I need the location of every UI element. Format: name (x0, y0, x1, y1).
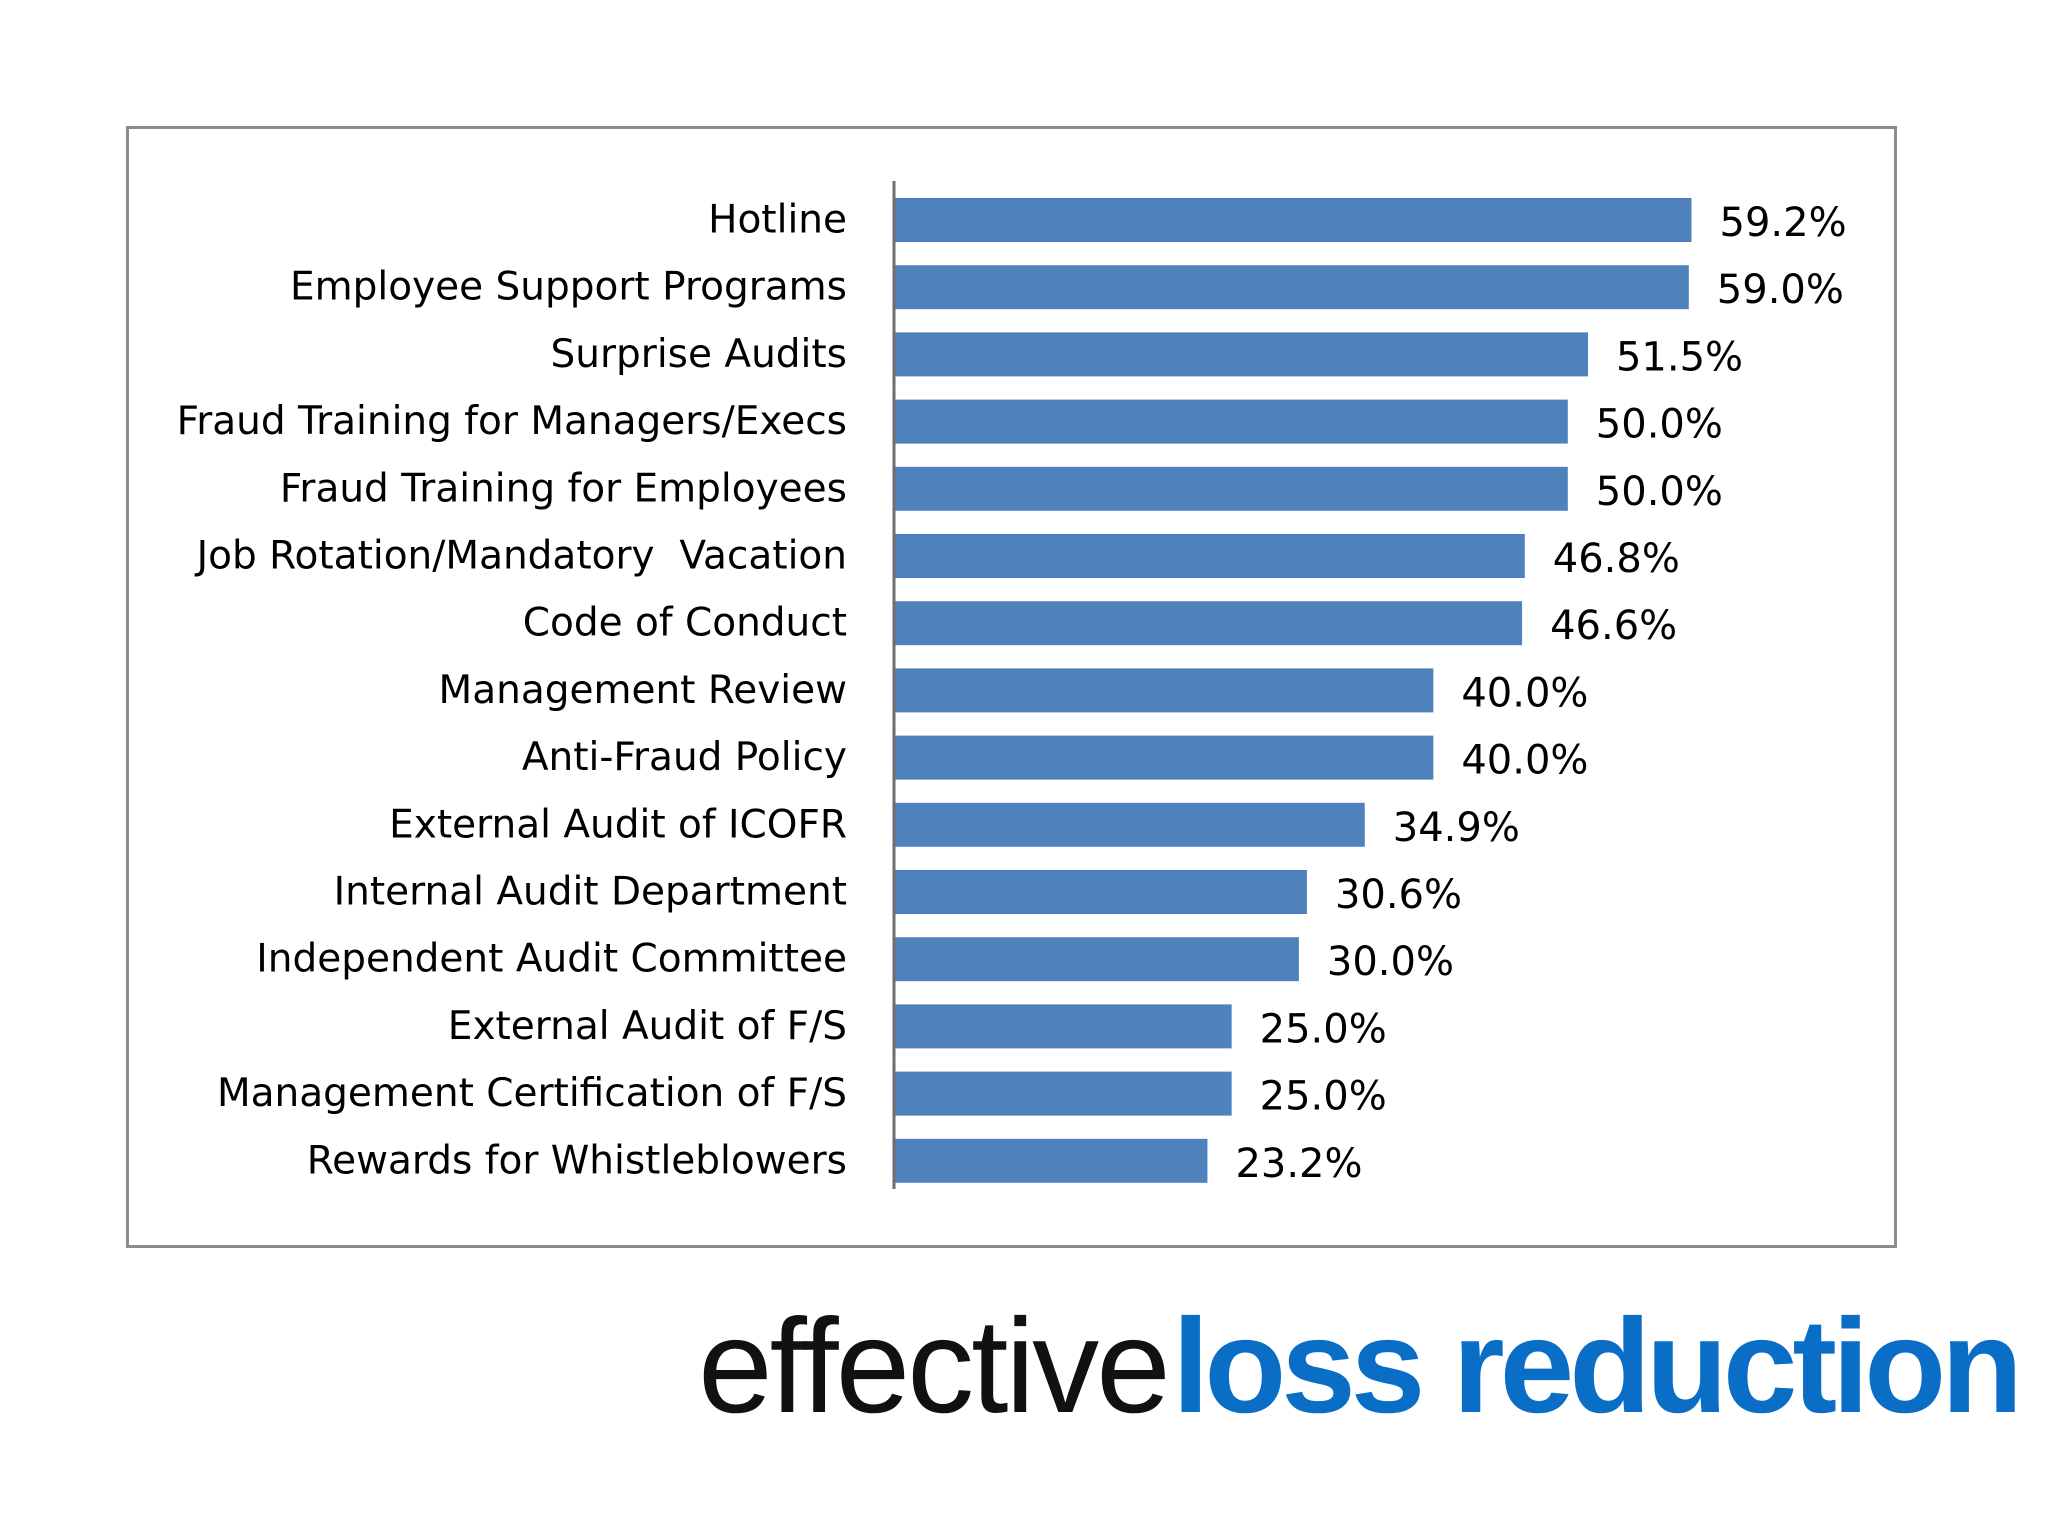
bar (895, 802, 1365, 847)
data-label: 50.0% (1596, 402, 1723, 448)
bar (895, 601, 1523, 646)
data-label: 25.0% (1260, 1074, 1387, 1120)
tagline: effective loss reduction (698, 1300, 2023, 1434)
data-label: 59.0% (1717, 267, 1844, 313)
category-label: Fraud Training for Employees (280, 466, 847, 511)
category-label: Independent Audit Committee (256, 937, 847, 982)
bar (895, 735, 1434, 780)
data-label: 23.2% (1235, 1141, 1362, 1187)
category-label: Internal Audit Department (334, 870, 847, 915)
data-label: 40.0% (1461, 738, 1588, 784)
data-label: 46.6% (1550, 603, 1677, 649)
category-label: External Audit of F/S (448, 1004, 847, 1049)
category-label: Code of Conduct (523, 601, 847, 646)
bar (895, 534, 1525, 578)
category-label: Rewards for Whistleblowers (307, 1138, 847, 1183)
tagline-accent: loss reduction (1172, 1292, 2023, 1441)
bar (895, 1138, 1208, 1183)
category-label: Employee Support Programs (290, 265, 847, 310)
bar (895, 265, 1689, 310)
category-label: Management Review (439, 668, 847, 713)
category-label: Job Rotation/Mandatory Vacation (194, 534, 847, 579)
data-label: 30.6% (1335, 872, 1462, 918)
category-label: Surprise Audits (551, 332, 847, 377)
data-label: 59.2% (1720, 200, 1847, 246)
bar (895, 1071, 1232, 1116)
category-label: External Audit of ICOFR (389, 802, 847, 847)
category-label: Anti-Fraud Policy (522, 735, 847, 780)
category-label: Fraud Training for Managers/Execs (177, 399, 847, 444)
bar (895, 668, 1434, 713)
data-label: 50.0% (1596, 469, 1723, 515)
bar (895, 399, 1568, 444)
bar (895, 466, 1568, 511)
data-label: 51.5% (1616, 334, 1743, 380)
bar (895, 332, 1588, 377)
bar (895, 937, 1299, 982)
data-label: 25.0% (1260, 1006, 1387, 1052)
bar (895, 1004, 1232, 1049)
category-label: Hotline (708, 198, 847, 243)
tagline-plain: effective (698, 1292, 1171, 1441)
bar (895, 198, 1692, 242)
chart-frame: Hotline 59.2% Employee Support Programs 59.… (126, 126, 1897, 1248)
data-label: 30.0% (1327, 939, 1454, 985)
category-label: Management Certification of F/S (217, 1071, 847, 1116)
data-label: 46.8% (1553, 536, 1680, 582)
data-label: 40.0% (1461, 670, 1588, 716)
data-label: 34.9% (1393, 805, 1520, 851)
bar-chart: Hotline 59.2% Employee Support Programs 59.… (177, 181, 1847, 1189)
bar (895, 870, 1307, 914)
